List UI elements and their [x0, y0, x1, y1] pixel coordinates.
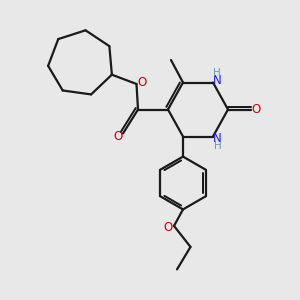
- Text: N: N: [213, 131, 222, 145]
- Text: H: H: [213, 68, 221, 78]
- Text: H: H: [214, 141, 221, 151]
- Text: O: O: [137, 76, 146, 89]
- Text: N: N: [212, 74, 221, 88]
- Text: O: O: [164, 221, 172, 234]
- Text: O: O: [251, 103, 260, 116]
- Text: O: O: [113, 130, 122, 143]
